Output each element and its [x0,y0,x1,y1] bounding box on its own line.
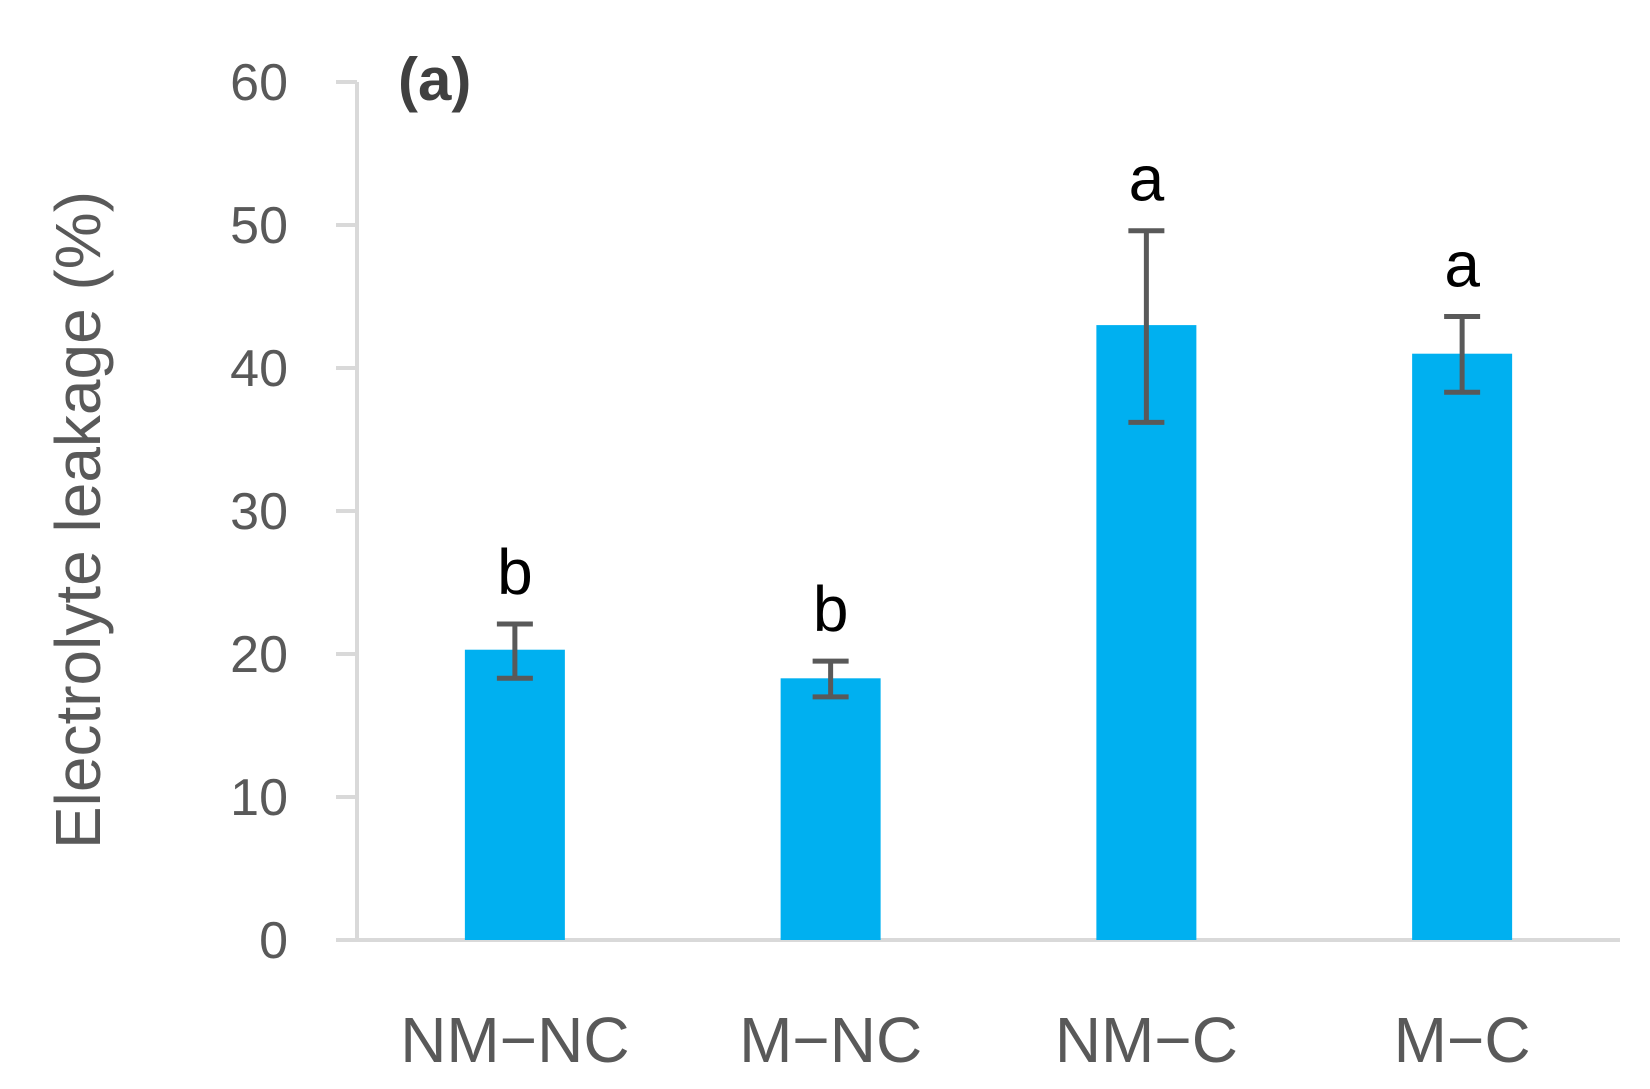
x-category-label: NM−NC [400,1004,629,1076]
error-bars [496,228,1481,700]
y-tick-label: 0 [259,912,288,970]
significance-letter: b [813,573,849,645]
x-category-label: M−C [1394,1004,1531,1076]
significance-letter: a [1129,143,1165,215]
y-axis-title: Electrolyte leakage (%) [42,191,114,849]
panel-label: (a) [398,46,471,113]
y-tick-label: 10 [230,769,288,827]
bars [464,325,1513,941]
bar [780,678,881,940]
bar [1096,325,1197,941]
significance-letter: b [497,536,533,608]
y-tick-label: 40 [230,340,288,398]
bar [1412,353,1513,940]
significance-letter: a [1444,229,1480,301]
labels: b NM−NC b M−NC a NM−C a M−C [400,143,1530,1076]
y-tick-label: 20 [230,626,288,684]
y-tick-label: 60 [230,54,288,112]
x-category-label: M−NC [739,1004,922,1076]
bar [464,649,565,940]
axes: 0 10 20 30 40 50 60 [230,54,1620,970]
y-tick-label: 50 [230,197,288,255]
y-tick-label: 30 [230,483,288,541]
x-category-label: NM−C [1055,1004,1238,1076]
